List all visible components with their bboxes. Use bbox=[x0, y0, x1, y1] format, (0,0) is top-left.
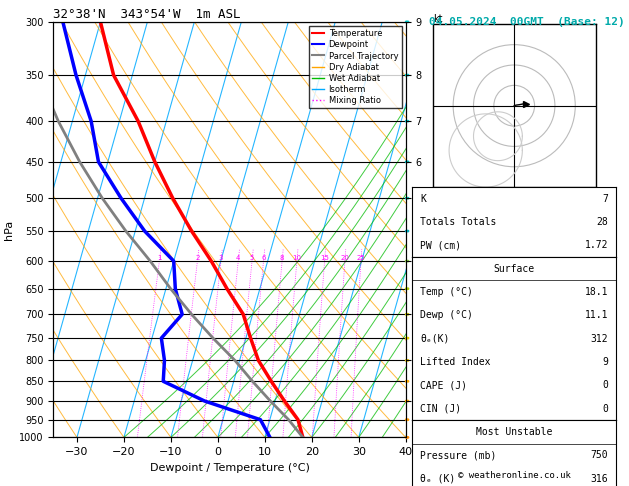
Text: 0: 0 bbox=[603, 404, 608, 414]
X-axis label: Dewpoint / Temperature (°C): Dewpoint / Temperature (°C) bbox=[150, 463, 309, 473]
Text: 04.05.2024  00GMT  (Base: 12): 04.05.2024 00GMT (Base: 12) bbox=[429, 17, 625, 27]
Text: Pressure (mb): Pressure (mb) bbox=[420, 451, 496, 460]
Text: 15: 15 bbox=[320, 255, 329, 261]
Text: 8: 8 bbox=[280, 255, 284, 261]
Text: 750: 750 bbox=[591, 451, 608, 460]
Text: 6: 6 bbox=[261, 255, 266, 261]
Text: θₑ (K): θₑ (K) bbox=[420, 474, 455, 484]
Text: 18.1: 18.1 bbox=[585, 287, 608, 297]
Text: 1: 1 bbox=[157, 255, 162, 261]
Y-axis label: km
ASL: km ASL bbox=[438, 230, 456, 251]
Text: Lifted Index: Lifted Index bbox=[420, 357, 491, 367]
Text: CAPE (J): CAPE (J) bbox=[420, 381, 467, 390]
Text: 20: 20 bbox=[340, 255, 349, 261]
Text: 28: 28 bbox=[596, 217, 608, 227]
Legend: Temperature, Dewpoint, Parcel Trajectory, Dry Adiabat, Wet Adiabat, Isotherm, Mi: Temperature, Dewpoint, Parcel Trajectory… bbox=[309, 26, 401, 108]
Text: 2: 2 bbox=[195, 255, 199, 261]
Text: 0: 0 bbox=[603, 381, 608, 390]
Text: CIN (J): CIN (J) bbox=[420, 404, 461, 414]
Text: 1.72: 1.72 bbox=[585, 241, 608, 250]
Text: 4: 4 bbox=[236, 255, 240, 261]
Text: Mixing Ratio (g/kg): Mixing Ratio (g/kg) bbox=[443, 187, 452, 273]
Y-axis label: hPa: hPa bbox=[4, 220, 14, 240]
Text: 312: 312 bbox=[591, 334, 608, 344]
Text: 1LCL: 1LCL bbox=[413, 397, 433, 405]
Text: 11.1: 11.1 bbox=[585, 311, 608, 320]
Text: 3: 3 bbox=[219, 255, 223, 261]
Text: © weatheronline.co.uk: © weatheronline.co.uk bbox=[458, 471, 571, 480]
Text: Most Unstable: Most Unstable bbox=[476, 427, 552, 437]
Text: K: K bbox=[420, 194, 426, 204]
Text: 5: 5 bbox=[250, 255, 254, 261]
Text: Totals Totals: Totals Totals bbox=[420, 217, 496, 227]
Text: θₑ(K): θₑ(K) bbox=[420, 334, 450, 344]
Text: Dewp (°C): Dewp (°C) bbox=[420, 311, 473, 320]
Text: Surface: Surface bbox=[494, 264, 535, 274]
Text: 25: 25 bbox=[357, 255, 365, 261]
Text: kt: kt bbox=[433, 14, 442, 24]
Text: PW (cm): PW (cm) bbox=[420, 241, 461, 250]
Text: Temp (°C): Temp (°C) bbox=[420, 287, 473, 297]
Text: 10: 10 bbox=[292, 255, 301, 261]
Text: 32°38'N  343°54'W  1m ASL: 32°38'N 343°54'W 1m ASL bbox=[53, 8, 241, 21]
Text: 316: 316 bbox=[591, 474, 608, 484]
Text: 9: 9 bbox=[603, 357, 608, 367]
Text: 7: 7 bbox=[603, 194, 608, 204]
